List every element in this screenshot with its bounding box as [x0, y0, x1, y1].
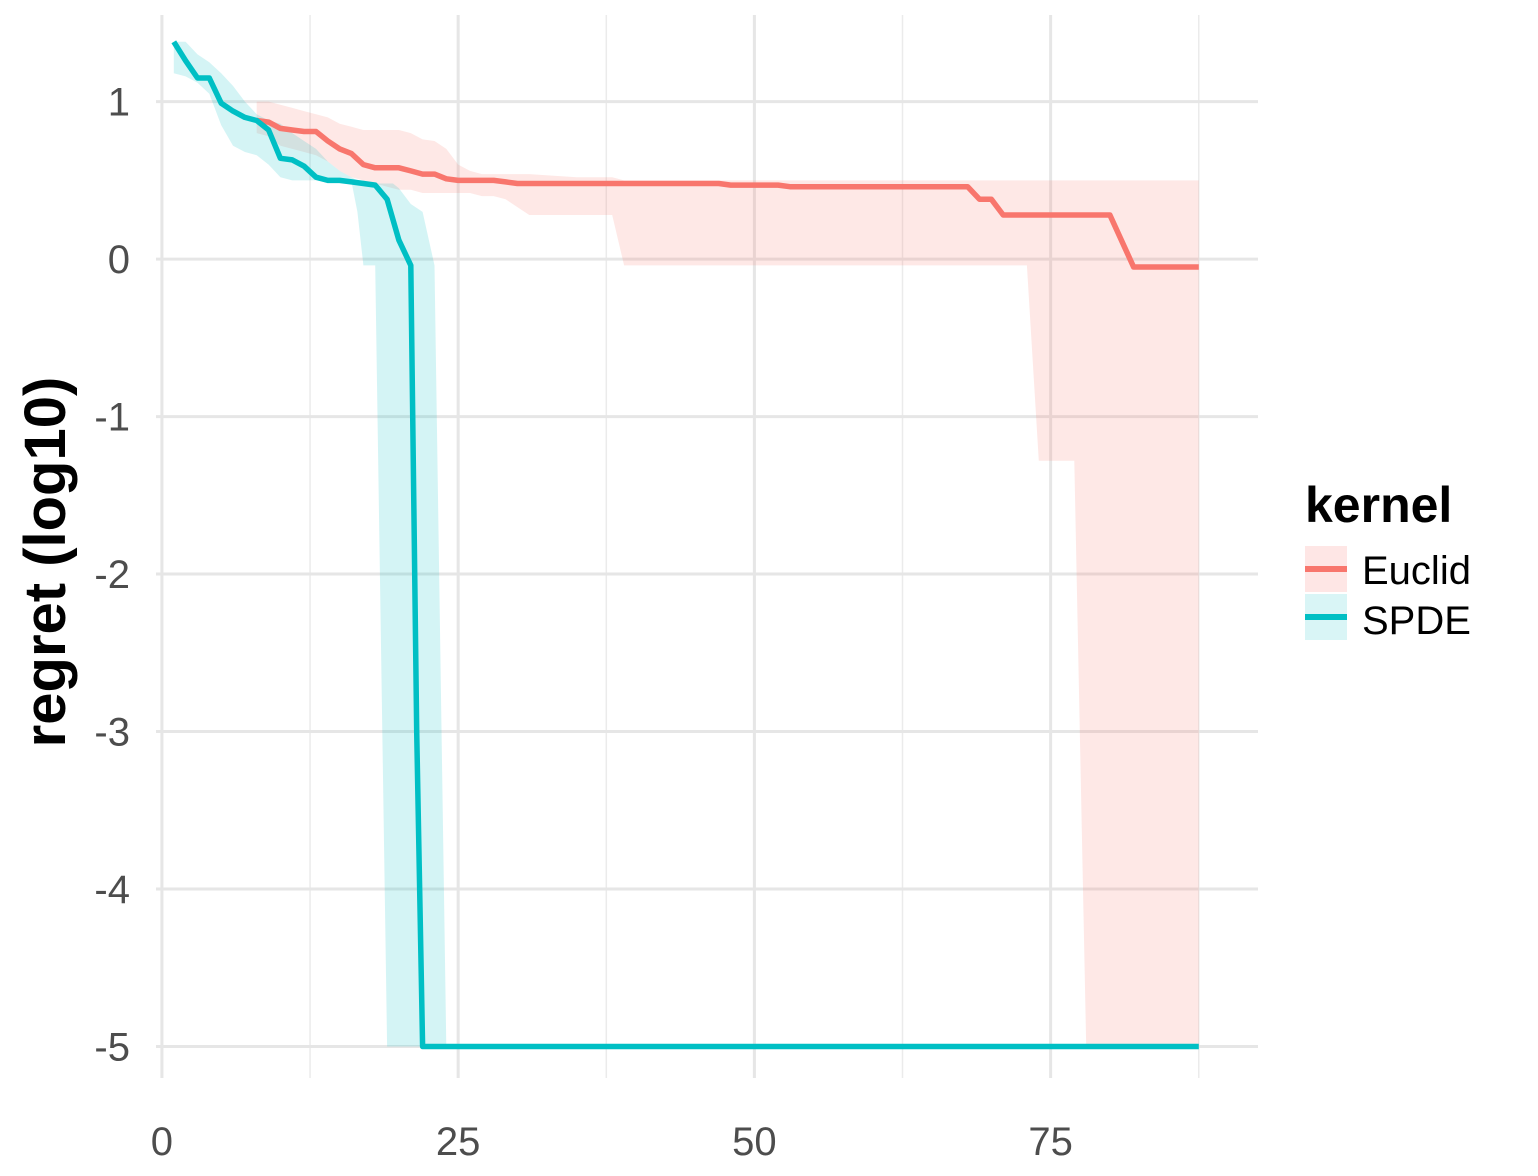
y-axis-tick-labels: 1 0 -1 -2 -3 -4 -5: [94, 81, 130, 1070]
x-axis-tick-labels: 0 25 50 75: [151, 1120, 1073, 1164]
y-axis-title: regret (log10): [13, 377, 78, 748]
legend-label-euclid: Euclid: [1362, 549, 1471, 593]
y-tick-label: -3: [94, 711, 130, 755]
line-spde: [171, 40, 1199, 1050]
series-lines: [171, 40, 1199, 1050]
y-tick-label: -5: [94, 1026, 130, 1070]
x-tick-label: 0: [151, 1120, 173, 1164]
x-tick-label: 25: [436, 1120, 481, 1164]
x-tick-label: 75: [1028, 1120, 1073, 1164]
band-euclid: [256, 101, 1199, 1047]
y-tick-label: -2: [94, 553, 130, 597]
minor-gridlines: [309, 15, 1200, 1078]
confidence-bands: [173, 41, 1199, 1047]
line-euclid: [256, 117, 1199, 270]
y-tick-label: -1: [94, 396, 130, 440]
legend-item-euclid: Euclid: [1305, 546, 1471, 593]
y-tick-label: -4: [94, 868, 130, 912]
band-spde: [173, 41, 1199, 1047]
legend-item-spde: SPDE: [1305, 594, 1471, 643]
legend-label-spde: SPDE: [1362, 599, 1471, 643]
legend-title: kernel: [1305, 477, 1452, 533]
y-tick-label: 0: [108, 238, 130, 282]
x-tick-label: 50: [732, 1120, 777, 1164]
y-tick-label: 1: [108, 81, 130, 125]
major-gridlines: [156, 15, 1258, 1078]
legend: kernel Euclid SPDE: [1305, 477, 1471, 643]
